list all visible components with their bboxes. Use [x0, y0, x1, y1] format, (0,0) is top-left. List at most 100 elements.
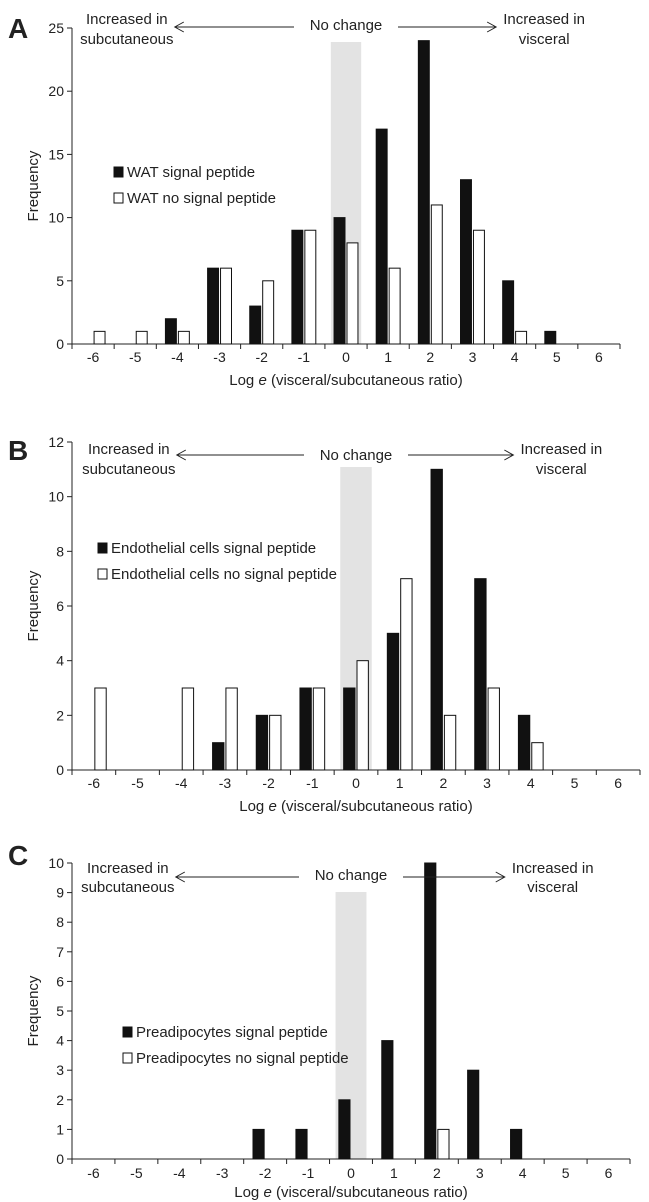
arrow-left-head: [175, 449, 187, 461]
bar-signal--1: [295, 1128, 308, 1160]
legend-swatch-signal: [97, 542, 108, 554]
y-tick-label: 9: [56, 885, 64, 901]
annotation-increased-visceral: Increased in: [512, 860, 594, 877]
arrow-right-head: [486, 21, 498, 33]
legend-label-no-signal: Preadipocytes no signal peptide: [136, 1050, 349, 1067]
annotation-subcutaneous: subcutaneous: [80, 31, 173, 48]
bar-no-signal-2: [437, 1128, 450, 1160]
bar-no-signal--4: [181, 687, 195, 771]
y-axis-label: Frequency: [25, 150, 42, 221]
x-tick-label: -2: [255, 349, 268, 365]
bar-signal--4: [164, 318, 177, 345]
y-tick-label: 2: [56, 1092, 64, 1108]
x-tick-label: -5: [131, 775, 144, 791]
bar-signal-1: [386, 632, 400, 771]
legend-label-signal: Endothelial cells signal peptide: [111, 540, 316, 557]
x-tick-label: 1: [384, 349, 392, 365]
x-tick-label: 4: [511, 349, 519, 365]
bar-signal--3: [212, 742, 225, 771]
annotation-no-change: No change: [310, 17, 383, 34]
legend-label-signal: Preadipocytes signal peptide: [136, 1024, 328, 1041]
legend-swatch-signal: [122, 1026, 133, 1038]
bar-no-signal-1: [388, 267, 401, 345]
panel-letter: B: [8, 435, 28, 466]
x-tick-label: 3: [476, 1165, 484, 1181]
chart-panel-c: C 0 1 2 3 4 5 6 7 8 9 10 -6 -5 -4 -3 -2 -1 0 1 2 3 4 5 6 Frequenc…: [8, 840, 631, 1201]
bar-no-signal-0: [346, 242, 359, 345]
annotation-increased-subcutaneous: Increased in: [87, 860, 169, 877]
x-tick-label: 5: [553, 349, 561, 365]
x-tick-label: -4: [171, 349, 184, 365]
y-tick-label: 0: [56, 1151, 64, 1167]
y-tick-label: 3: [56, 1062, 64, 1078]
x-tick-label: 0: [347, 1165, 355, 1181]
x-tick-label: -3: [213, 349, 226, 365]
x-axis-label-italic: e: [258, 372, 266, 389]
arrow-left-head: [173, 21, 185, 33]
bar-no-signal--3: [220, 267, 232, 345]
x-tick-label: 6: [605, 1165, 613, 1181]
x-tick-label: -6: [88, 775, 101, 791]
y-tick-label: 6: [56, 598, 64, 614]
x-tick-label: 4: [519, 1165, 527, 1181]
x-tick-label: 2: [433, 1165, 441, 1181]
bar-signal--1: [291, 229, 304, 345]
bar-no-signal-4: [515, 330, 528, 345]
x-tick-label: 3: [469, 349, 477, 365]
bar-signal-4: [517, 714, 531, 771]
bar-no-signal--5: [135, 330, 148, 345]
y-tick-label: 1: [56, 1121, 64, 1137]
panel-letter: C: [8, 840, 28, 871]
bar-signal-3: [460, 179, 472, 345]
bar-no-signal-4: [531, 742, 544, 771]
bar-no-signal--3: [225, 687, 238, 771]
y-tick-label: 7: [56, 944, 64, 960]
bar-no-signal--2: [269, 714, 282, 771]
arrow-right-head: [495, 871, 506, 883]
x-tick-label: 3: [483, 775, 491, 791]
legend-label-no-signal: WAT no signal peptide: [127, 190, 276, 207]
annotation-visceral: visceral: [527, 879, 578, 896]
bar-signal--2: [255, 714, 269, 771]
bar-no-signal--1: [304, 229, 317, 345]
arrow-left-head: [174, 871, 186, 883]
bar-no-signal--1: [312, 687, 326, 771]
y-axis-label: Frequency: [25, 975, 42, 1046]
x-axis-label: Log e (visceral/subcutaneous ratio): [239, 798, 472, 815]
x-tick-label: -3: [216, 1165, 229, 1181]
y-tick-label: 15: [48, 146, 64, 162]
panel-letter: A: [8, 13, 28, 44]
bar-signal-0: [343, 687, 356, 771]
x-tick-label: -6: [87, 349, 100, 365]
bar-signal-3: [474, 578, 487, 771]
x-tick-label: -4: [175, 775, 188, 791]
bar-signal--2: [252, 1128, 265, 1160]
y-tick-label: 8: [56, 543, 64, 559]
y-tick-label: 2: [56, 707, 64, 723]
annotation-no-change: No change: [320, 447, 393, 464]
annotation-subcutaneous: subcutaneous: [81, 879, 174, 896]
bar-signal-2: [417, 40, 430, 345]
x-axis-label-italic: e: [263, 1184, 271, 1201]
legend-swatch-signal: [113, 166, 124, 178]
annotation-subcutaneous: subcutaneous: [82, 461, 175, 478]
x-tick-label: 6: [614, 775, 622, 791]
chart-panel-a: A 0 5 10 15 20 25 -6 -5 -4 -3 -2 -1 0 1 2 3 4 5 6 Frequency L…: [8, 11, 621, 389]
y-tick-label: 10: [48, 855, 64, 871]
x-tick-label: 4: [527, 775, 535, 791]
x-tick-label: 2: [439, 775, 447, 791]
annotation-increased-visceral: Increased in: [503, 11, 585, 28]
bar-signal-2: [430, 468, 443, 771]
legend-swatch-no-signal: [113, 192, 124, 204]
bar-signal-0: [333, 217, 346, 345]
x-axis-label-part: Log: [229, 372, 258, 389]
y-tick-label: 6: [56, 973, 64, 989]
bar-no-signal-1: [400, 578, 413, 771]
x-tick-label: -2: [262, 775, 275, 791]
x-tick-label: 0: [352, 775, 360, 791]
x-axis-label-italic: e: [268, 798, 276, 815]
bar-signal--2: [249, 305, 262, 345]
x-axis-label-part: (visceral/subcutaneous ratio): [277, 798, 473, 815]
